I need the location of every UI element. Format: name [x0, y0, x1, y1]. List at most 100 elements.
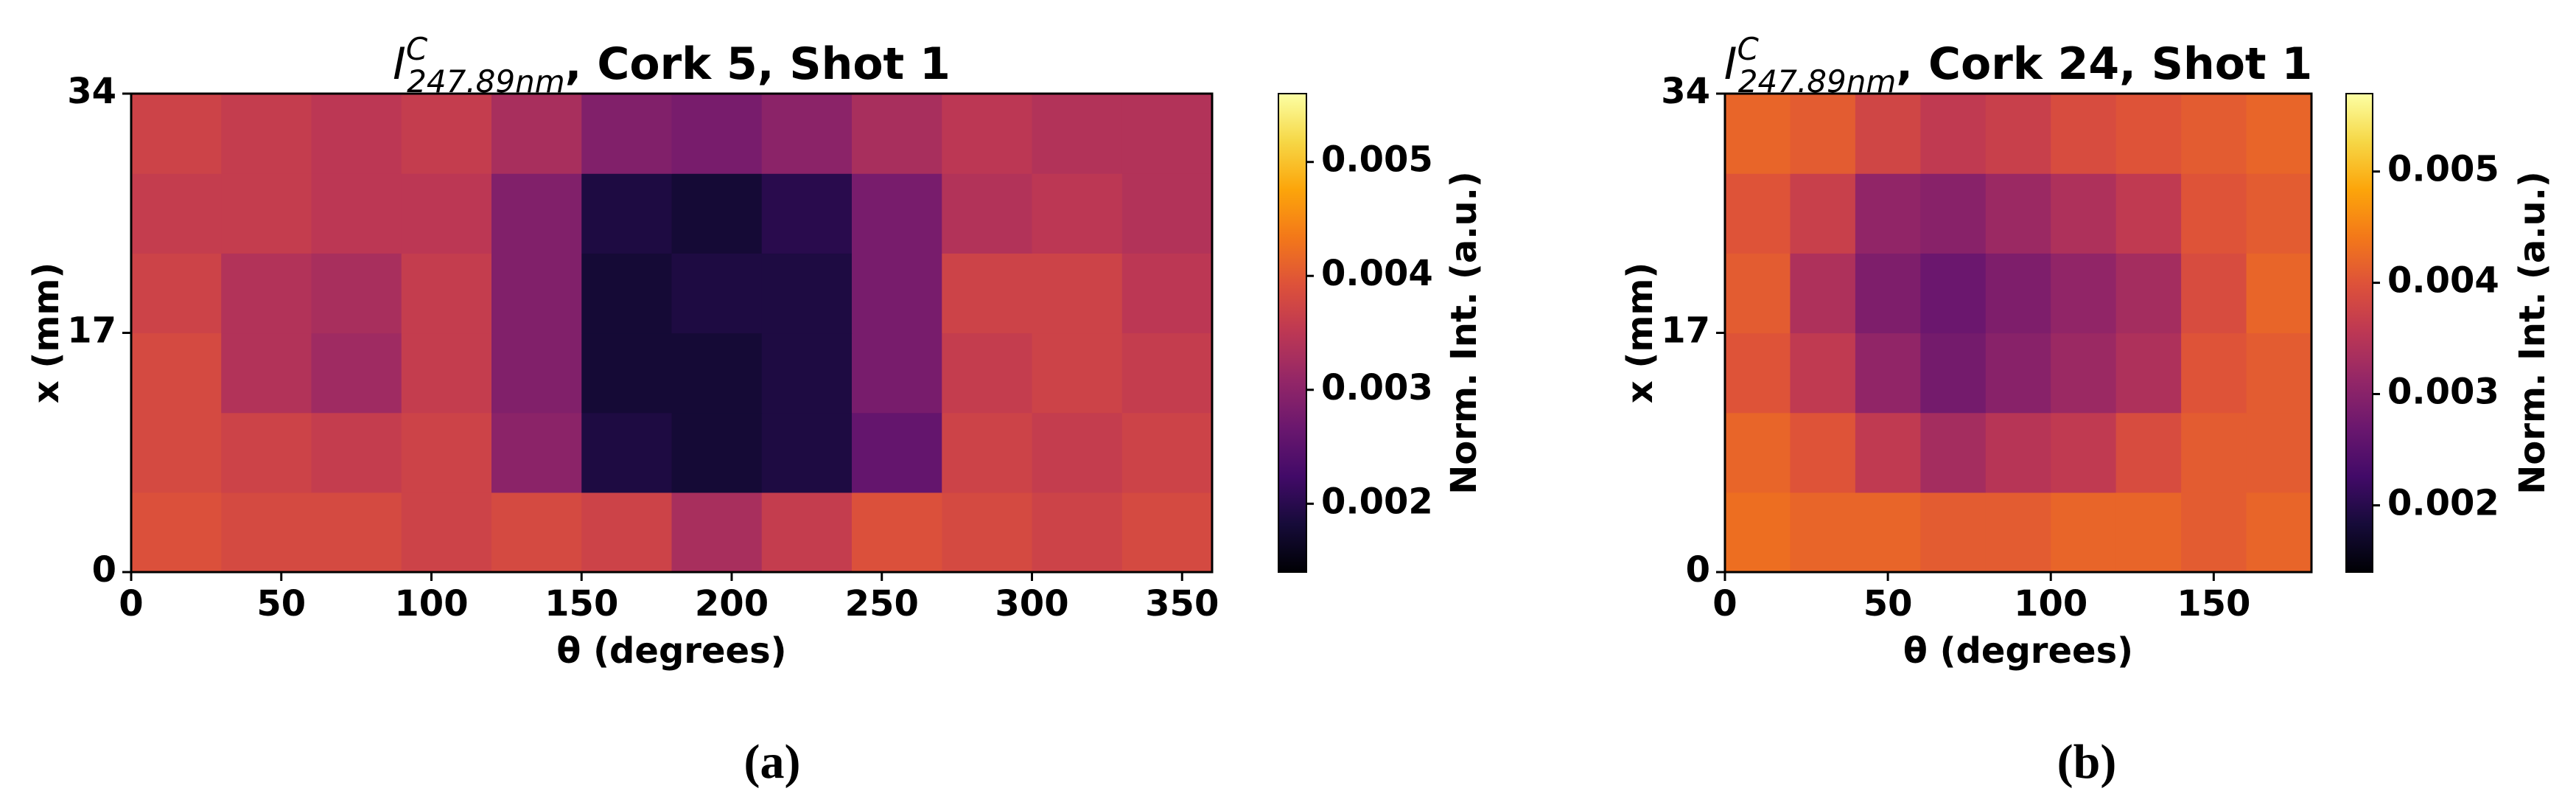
heatmap-cell — [1920, 332, 1987, 414]
heatmap-cell — [1920, 94, 1987, 174]
heatmap-cell — [581, 173, 673, 254]
heatmap-cell — [1121, 94, 1213, 174]
heatmap-cell — [2246, 332, 2312, 414]
colorbar-label: Norm. Int. (a.u.) — [2512, 171, 2553, 495]
panel-label: (a) — [744, 735, 801, 789]
heatmap-cell — [671, 253, 763, 334]
heatmap-cell — [1855, 332, 1921, 414]
y-tick-label: 34 — [67, 71, 116, 112]
heatmap-cell — [2181, 173, 2247, 254]
heatmap-cell — [852, 173, 942, 254]
heatmap-cell — [1855, 173, 1921, 254]
heatmap-cell — [581, 492, 673, 573]
heatmap-cell — [1985, 253, 2051, 334]
heatmap-cell — [311, 253, 402, 334]
chart-title: IC 247.89nm, Cork 5, Shot 1 — [393, 31, 951, 100]
heatmap-cell — [2115, 173, 2182, 254]
heatmap-cell — [1985, 332, 2051, 414]
heatmap-cell — [311, 412, 402, 493]
chart-title: IC 247.89nm, Cork 24, Shot 1 — [1724, 31, 2313, 100]
x-tick-label: 350 — [1145, 583, 1219, 624]
x-tick-label: 250 — [845, 583, 919, 624]
heatmap-cell — [2115, 412, 2182, 493]
heatmap-cell — [131, 173, 222, 254]
heatmap-cell — [221, 253, 312, 334]
title-subscript: 247.89nm — [1738, 63, 1897, 100]
heatmap-cell — [852, 94, 942, 174]
heatmap-cell — [401, 332, 492, 414]
heatmap-cell — [942, 412, 1033, 493]
heatmap-cell — [401, 492, 492, 573]
heatmap-cell — [1032, 173, 1123, 254]
colorbar-tick-label: 0.004 — [1321, 253, 1433, 294]
heatmap-cell — [1121, 332, 1213, 414]
heatmap-cell — [2051, 412, 2117, 493]
heatmap-cell — [761, 412, 853, 493]
heatmap-cell — [1121, 492, 1213, 573]
heatmap-cell — [761, 332, 853, 414]
heatmap-cell — [581, 94, 673, 174]
heatmap-cell — [2115, 332, 2182, 414]
heatmap-cell — [671, 332, 763, 414]
heatmap-cell — [221, 94, 312, 174]
heatmap-cell — [671, 173, 763, 254]
heatmap-cell — [2246, 253, 2312, 334]
colorbar-tick-label: 0.002 — [1321, 481, 1433, 522]
colorbar-tick-label: 0.004 — [2387, 260, 2499, 302]
x-tick-label: 0 — [1712, 583, 1737, 624]
x-tick-label: 0 — [119, 583, 143, 624]
x-tick-label: 100 — [2014, 583, 2087, 624]
heatmap-cell — [581, 332, 673, 414]
title-subscript: 247.89nm — [407, 63, 565, 100]
heatmap-cell — [2181, 412, 2247, 493]
title-superscript: C — [1737, 31, 1759, 67]
colorbar — [1278, 93, 1307, 573]
x-tick-label: 150 — [545, 583, 618, 624]
heatmap-cell — [2051, 173, 2117, 254]
heatmap-cell — [2115, 253, 2182, 334]
y-tick-label: 0 — [1686, 549, 1710, 591]
title-text: , Cork 5, Shot 1 — [565, 38, 951, 90]
heatmap-cell — [942, 94, 1033, 174]
heatmap-cell — [1725, 412, 1791, 493]
heatmap-cell — [2246, 412, 2312, 493]
heatmap-cell — [942, 253, 1033, 334]
y-tick-label: 17 — [1661, 310, 1710, 352]
heatmap-cell — [1855, 94, 1921, 174]
heatmap-cell — [1790, 412, 1856, 493]
heatmap-cell — [491, 492, 582, 573]
heatmap-cell — [1855, 492, 1921, 573]
heatmap-cell — [221, 412, 312, 493]
heatmap-cell — [581, 412, 673, 493]
heatmap-cell — [1032, 412, 1123, 493]
x-tick-label: 50 — [1863, 583, 1913, 624]
x-tick-label: 150 — [2177, 583, 2250, 624]
heatmap-cell — [1790, 253, 1856, 334]
heatmap-cell — [1985, 412, 2051, 493]
colorbar-tick-label: 0.005 — [1321, 139, 1433, 181]
heatmap-cell — [1032, 253, 1123, 334]
heatmap-cell — [761, 94, 853, 174]
heatmap-cell — [671, 492, 763, 573]
title-superscript: C — [406, 31, 428, 67]
heatmap-cell — [1725, 94, 1791, 174]
heatmap-cell — [2051, 492, 2117, 573]
title-symbol: I — [393, 38, 406, 90]
heatmap-cell — [221, 173, 312, 254]
heatmap-cell — [581, 253, 673, 334]
heatmap-cell — [1032, 492, 1123, 573]
x-tick-label: 300 — [995, 583, 1068, 624]
heatmap-cell — [1725, 173, 1791, 254]
x-axis-label: θ (degrees) — [556, 630, 786, 672]
heatmap-cell — [401, 173, 492, 254]
heatmap-cell — [942, 332, 1033, 414]
heatmap-cell — [1985, 94, 2051, 174]
heatmap-cell — [491, 253, 582, 334]
heatmap-cell — [311, 94, 402, 174]
heatmap-cell — [2181, 253, 2247, 334]
heatmap-cell — [761, 253, 853, 334]
colorbar-tick-label: 0.005 — [2387, 149, 2499, 190]
heatmap-cell — [1985, 173, 2051, 254]
heatmap-cell — [131, 253, 222, 334]
heatmap-cell — [852, 253, 942, 334]
